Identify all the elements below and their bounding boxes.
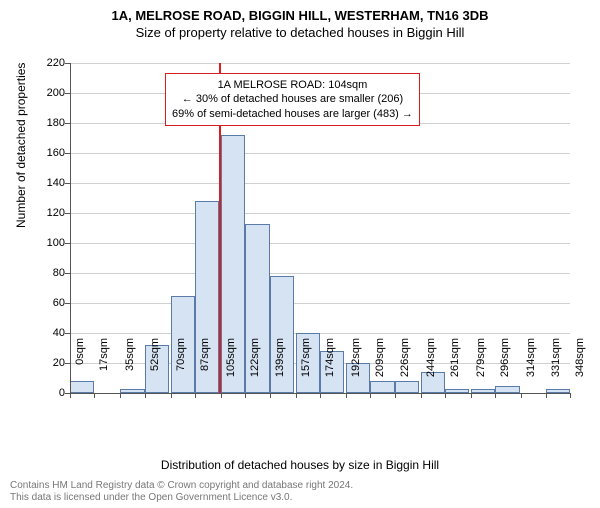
xtick-label: 244sqm bbox=[425, 338, 437, 398]
xtick-label: 279sqm bbox=[475, 338, 487, 398]
annotation-box: 1A MELROSE ROAD: 104sqm← 30% of detached… bbox=[165, 73, 420, 126]
gridline bbox=[70, 273, 570, 274]
ytick-label: 0 bbox=[25, 387, 65, 399]
xtick-label: 70sqm bbox=[175, 338, 187, 398]
y-axis-line bbox=[70, 63, 71, 393]
footer-line2: This data is licensed under the Open Gov… bbox=[10, 492, 353, 504]
chart-area: 0204060801001201401601802002200sqm17sqm3… bbox=[70, 63, 570, 393]
title-main: 1A, MELROSE ROAD, BIGGIN HILL, WESTERHAM… bbox=[0, 8, 600, 23]
xtick-label: 87sqm bbox=[199, 338, 211, 398]
gridline bbox=[70, 183, 570, 184]
gridline bbox=[70, 153, 570, 154]
annotation-line: 1A MELROSE ROAD: 104sqm bbox=[172, 78, 413, 92]
xtick-label: 261sqm bbox=[449, 338, 461, 398]
xtick-label: 105sqm bbox=[225, 338, 237, 398]
ytick-label: 100 bbox=[25, 237, 65, 249]
gridline bbox=[70, 333, 570, 334]
xtick-label: 296sqm bbox=[499, 338, 511, 398]
xtick-label: 0sqm bbox=[74, 338, 86, 398]
gridline bbox=[70, 63, 570, 64]
ytick-label: 20 bbox=[25, 357, 65, 369]
ytick-label: 160 bbox=[25, 147, 65, 159]
plot-region: 0204060801001201401601802002200sqm17sqm3… bbox=[70, 63, 570, 393]
footer-line1: Contains HM Land Registry data © Crown c… bbox=[10, 480, 353, 492]
footer: Contains HM Land Registry data © Crown c… bbox=[10, 480, 353, 504]
xtick-label: 122sqm bbox=[249, 338, 261, 398]
xtick-label: 52sqm bbox=[149, 338, 161, 398]
gridline bbox=[70, 303, 570, 304]
ytick-label: 180 bbox=[25, 117, 65, 129]
ytick-label: 40 bbox=[25, 327, 65, 339]
xtick-label: 157sqm bbox=[300, 338, 312, 398]
ytick-label: 80 bbox=[25, 267, 65, 279]
xtick-label: 226sqm bbox=[399, 338, 411, 398]
xtick-label: 35sqm bbox=[124, 338, 136, 398]
xtick-label: 174sqm bbox=[324, 338, 336, 398]
ytick-label: 220 bbox=[25, 57, 65, 69]
ytick-label: 120 bbox=[25, 207, 65, 219]
xtick-label: 209sqm bbox=[374, 338, 386, 398]
xtick-label: 314sqm bbox=[525, 338, 537, 398]
xtick-label: 192sqm bbox=[350, 338, 362, 398]
xtick-label: 17sqm bbox=[98, 338, 110, 398]
gridline bbox=[70, 213, 570, 214]
xtick-mark bbox=[570, 393, 571, 398]
annotation-line: ← 30% of detached houses are smaller (20… bbox=[172, 92, 413, 106]
xtick-label: 331sqm bbox=[550, 338, 562, 398]
annotation-line: 69% of semi-detached houses are larger (… bbox=[172, 107, 413, 121]
xtick-label: 348sqm bbox=[574, 338, 586, 398]
ytick-label: 200 bbox=[25, 87, 65, 99]
x-axis-line bbox=[70, 393, 570, 394]
x-axis-label: Distribution of detached houses by size … bbox=[0, 458, 600, 472]
ytick-label: 60 bbox=[25, 297, 65, 309]
gridline bbox=[70, 243, 570, 244]
xtick-label: 139sqm bbox=[274, 338, 286, 398]
ytick-label: 140 bbox=[25, 177, 65, 189]
title-sub: Size of property relative to detached ho… bbox=[0, 25, 600, 40]
